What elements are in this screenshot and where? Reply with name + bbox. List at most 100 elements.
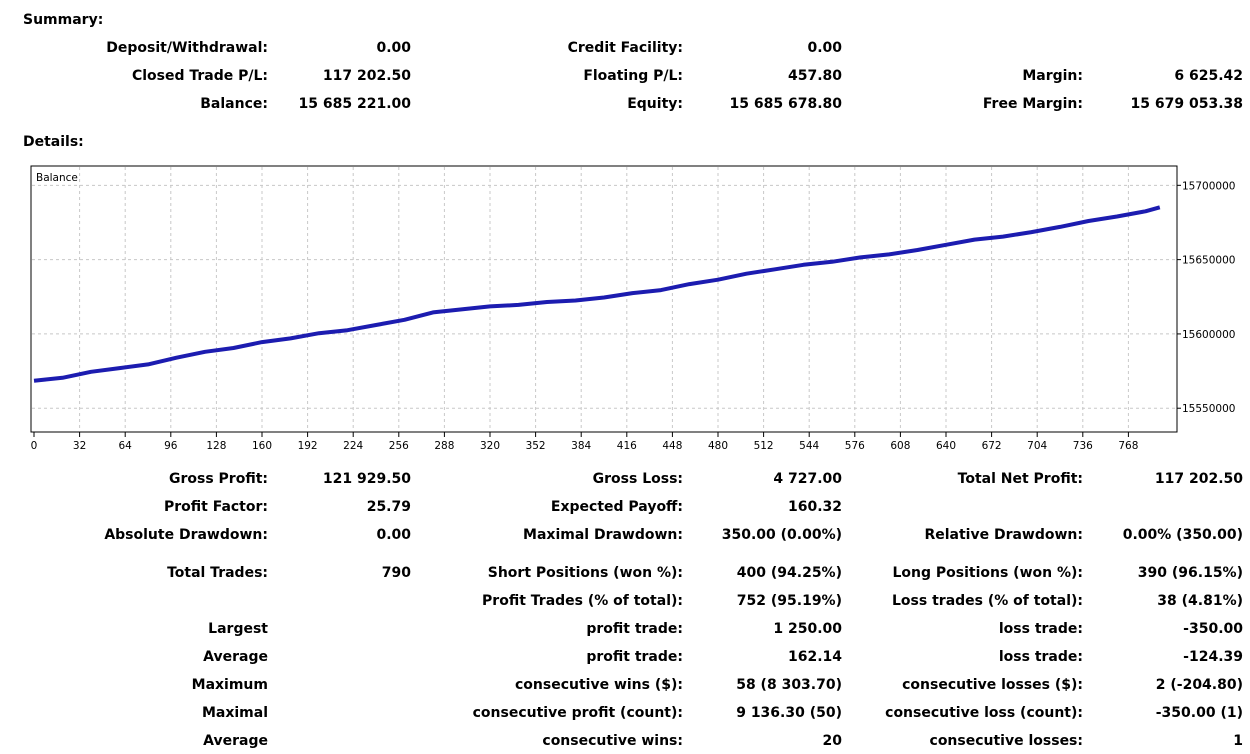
details-label-r2-c2: Relative Drawdown: — [924, 527, 1083, 543]
details-label-r7-c1: consecutive wins ($): — [514, 677, 683, 693]
details-value-r0-c0: 121 929.50 — [322, 471, 411, 487]
details-value-r3-c1: 400 (94.25%) — [736, 565, 842, 581]
details-value-r8-c2: -350.00 (1) — [1155, 705, 1243, 721]
details-label-r9-c2: consecutive losses: — [929, 733, 1083, 749]
details-label-r6-c1: profit trade: — [586, 649, 683, 665]
details-label-r2-c0: Absolute Drawdown: — [104, 527, 268, 543]
details-value-r4-c1: 752 (95.19%) — [736, 593, 842, 609]
details-value-r3-c2: 390 (96.15%) — [1137, 565, 1243, 581]
summary-label-r0-c0: Deposit/Withdrawal: — [106, 40, 268, 56]
details-label-r6-c2: loss trade: — [998, 649, 1083, 665]
x-tick-label: 672 — [982, 440, 1002, 452]
balance-chart: 0 32 64 96 128 160 192 224 256 288 320 352 384 416 448… — [30, 165, 1235, 452]
x-tick-label: 384 — [571, 440, 591, 452]
details-value-r9-c1: 20 — [822, 733, 842, 749]
x-tick-label: 512 — [754, 440, 774, 452]
details-label-r7-c0: Maximum — [191, 677, 268, 693]
summary-label-r2-c0: Balance: — [200, 96, 268, 112]
summary-label-r2-c1: Equity: — [627, 96, 683, 112]
x-tick-label: 768 — [1118, 440, 1138, 452]
summary-value-r0-c0: 0.00 — [376, 40, 411, 56]
x-tick-label: 576 — [845, 440, 865, 452]
details-value-r2-c1: 350.00 (0.00%) — [721, 527, 842, 543]
summary-label-r2-c2: Free Margin: — [982, 96, 1083, 112]
details-value-r5-c2: -350.00 — [1183, 621, 1243, 637]
x-tick-label: 480 — [708, 440, 728, 452]
details-title: Details: — [23, 134, 84, 150]
details-label-r0-c0: Gross Profit: — [168, 471, 268, 487]
x-tick-label: 608 — [890, 440, 910, 452]
y-tick-label: 15700000 — [1182, 180, 1235, 192]
x-tick-label: 448 — [662, 440, 682, 452]
x-tick-label: 224 — [343, 440, 363, 452]
x-tick-label: 256 — [389, 440, 409, 452]
x-tick-label: 64 — [119, 440, 133, 452]
summary-label-r1-c2: Margin: — [1022, 68, 1083, 84]
x-tick-label: 544 — [799, 440, 819, 452]
summary-value-r2-c0: 15 685 221.00 — [298, 96, 411, 112]
details-label-r6-c0: Average — [203, 649, 268, 665]
details-label-r9-c1: consecutive wins: — [542, 733, 683, 749]
summary-title: Summary: — [23, 12, 104, 28]
balance-line — [33, 205, 1161, 383]
x-axis: 0 32 64 96 128 160 192 224 256 288 320 352 384 416 448… — [31, 432, 1138, 452]
details-value-r7-c1: 58 (8 303.70) — [736, 677, 842, 693]
x-tick-label: 96 — [164, 440, 178, 452]
details-value-r2-c0: 0.00 — [376, 527, 411, 543]
details-label-r8-c2: consecutive loss (count): — [885, 705, 1083, 721]
y-axis: 15550000 15600000 15650000 15700000 — [1177, 180, 1235, 415]
details-value-r8-c1: 9 136.30 (50) — [736, 705, 842, 721]
details-label-r1-c1: Expected Payoff: — [550, 499, 683, 515]
details-value-r0-c1: 4 727.00 — [773, 471, 842, 487]
details-label-r0-c2: Total Net Profit: — [957, 471, 1083, 487]
details-label-r8-c0: Maximal — [201, 705, 268, 721]
details-value-r5-c1: 1 250.00 — [773, 621, 842, 637]
x-tick-label: 736 — [1073, 440, 1093, 452]
details-value-r7-c2: 2 (-204.80) — [1155, 677, 1243, 693]
details-value-r1-c0: 25.79 — [366, 499, 411, 515]
y-tick-label: 15600000 — [1182, 329, 1235, 341]
details-label-r5-c1: profit trade: — [586, 621, 683, 637]
details-label-r9-c0: Average — [203, 733, 268, 749]
details-value-r9-c2: 1 — [1233, 733, 1243, 749]
details-value-r3-c0: 790 — [381, 565, 411, 581]
details-label-r3-c0: Total Trades: — [167, 565, 268, 581]
details-value-r4-c2: 38 (4.81%) — [1157, 593, 1243, 609]
details-label-r5-c0: Largest — [208, 621, 268, 637]
summary-value-r1-c2: 6 625.42 — [1174, 68, 1243, 84]
details-label-r0-c1: Gross Loss: — [592, 471, 683, 487]
summary-label-r1-c0: Closed Trade P/L: — [131, 68, 268, 84]
x-tick-label: 32 — [73, 440, 86, 452]
x-tick-label: 704 — [1027, 440, 1047, 452]
details-label-r4-c1: Profit Trades (% of total): — [482, 593, 683, 609]
details-value-r2-c2: 0.00% (350.00) — [1122, 527, 1243, 543]
details-label-r5-c2: loss trade: — [998, 621, 1083, 637]
x-tick-label: 416 — [617, 440, 637, 452]
x-tick-label: 160 — [252, 440, 272, 452]
details-label-r1-c0: Profit Factor: — [163, 499, 268, 515]
details-label-r4-c2: Loss trades (% of total): — [892, 593, 1083, 609]
summary-label-r0-c1: Credit Facility: — [567, 40, 683, 56]
x-tick-label: 192 — [298, 440, 318, 452]
details-value-r6-c1: 162.14 — [787, 649, 842, 665]
y-tick-label: 15550000 — [1182, 403, 1235, 415]
summary-value-r1-c0: 117 202.50 — [322, 68, 411, 84]
x-tick-label: 288 — [434, 440, 454, 452]
details-value-r6-c2: -124.39 — [1183, 649, 1243, 665]
chart-legend-label: Balance — [36, 172, 78, 184]
details-label-r7-c2: consecutive losses ($): — [902, 677, 1083, 693]
details-label-r8-c1: consecutive profit (count): — [472, 705, 683, 721]
details-label-r3-c2: Long Positions (won %): — [892, 565, 1083, 581]
details-label-r3-c1: Short Positions (won %): — [487, 565, 683, 581]
x-tick-label: 352 — [526, 440, 546, 452]
summary-value-r0-c1: 0.00 — [807, 40, 842, 56]
x-tick-label: 128 — [206, 440, 226, 452]
x-tick-label: 640 — [936, 440, 956, 452]
y-tick-label: 15650000 — [1182, 255, 1235, 267]
summary-value-r2-c1: 15 685 678.80 — [729, 96, 842, 112]
details-label-r2-c1: Maximal Drawdown: — [523, 527, 683, 543]
x-tick-label: 0 — [31, 440, 38, 452]
details-value-r1-c1: 160.32 — [787, 499, 842, 515]
x-tick-label: 320 — [480, 440, 500, 452]
summary-value-r2-c2: 15 679 053.38 — [1130, 96, 1243, 112]
